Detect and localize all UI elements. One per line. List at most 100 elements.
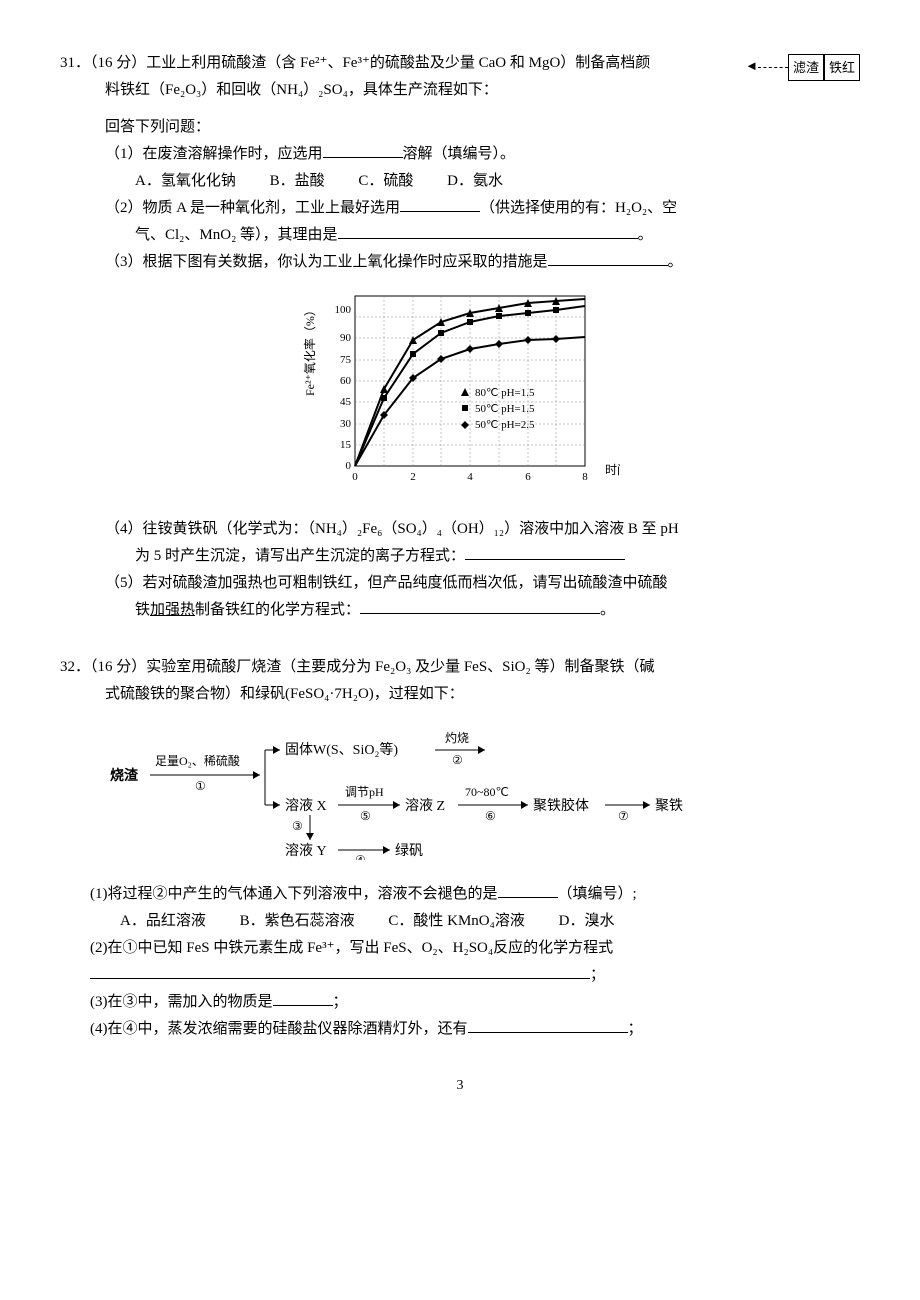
opt-d[interactable]: D．溴水 [559,908,615,935]
arrow-left-icon: ◄ [745,58,758,73]
q31-intro1: 工业上利用硫酸渣（含 Fe²⁺、Fe³⁺的硫酸盐及少量 CaO 和 MgO）制备… [146,55,650,71]
q31-part2: （2）物质 A 是一种氧化剂，工业上最好选用 （供选择使用的有：H₂O₂、空 [60,195,860,222]
q32-intro2: 式硫酸铁的聚合物）和绿矾(FeSO₄·7H₂O)，过程如下： [60,681,860,708]
q32-part2: (2)在①中已知 FeS 中铁元素生成 Fe³⁺，写出 FeS、O₂、H₂SO₄… [60,935,860,962]
opt-a[interactable]: A．氢氧化化钠 [135,168,236,195]
svg-text:45: 45 [340,396,352,408]
q31-part4-line1: （4）往铵黄铁矾（化学式为：（NH₄）₂Fe₆（SO₄）₄（OH）₁₂）溶液中加… [60,516,860,543]
svg-text:4: 4 [467,471,473,483]
q32-p2a: (2)在①中已知 FeS 中铁元素生成 Fe³⁺，写出 FeS、O₂、H₂SO₄… [90,940,613,956]
svg-text:烧渣: 烧渣 [110,767,139,784]
svg-text:75: 75 [340,354,352,366]
svg-text:90: 90 [340,332,352,344]
q31-part1: （1）在废渣溶解操作时，应选用 溶解（填编号）。 [60,141,860,168]
q32-p4a: (4)在④中，蒸发浓缩需要的硅酸盐仪器除酒精灯外，还有 [90,1021,468,1037]
q31-part3: （3）根据下图有关数据，你认为工业上氧化操作时应采取的措施是 。 [60,249,860,276]
blank-input[interactable] [90,978,590,979]
svg-text:80℃ pH=1.5: 80℃ pH=1.5 [475,387,535,399]
q31-part4-line2: 为 5 时产生沉淀，请写出产生沉淀的离子方程式： [60,543,860,570]
svg-text:70~80℃: 70~80℃ [465,785,509,799]
q31-p1-text: （1）在废渣溶解操作时，应选用 [105,146,323,162]
q31-intro2: 料铁红（Fe₂O₃）和回收（NH₄）₂SO₄，具体生产流程如下： [60,77,860,104]
svg-text:50℃ pH=2.5: 50℃ pH=2.5 [475,419,535,431]
q31-part5-line1: （5）若对硫酸渣加强热也可粗制铁红，但产品纯度低而档次低，请写出硫酸渣中硫酸 [60,570,860,597]
semi: ； [333,994,348,1010]
semi: ； [590,967,605,983]
blank-input[interactable] [338,238,638,239]
blank-input[interactable] [498,897,558,898]
period: 。 [600,602,615,618]
svg-text:2: 2 [410,471,416,483]
blank-input[interactable] [548,265,668,266]
q31-points: （16 分） [90,55,146,71]
svg-text:0: 0 [352,471,358,483]
svg-text:③: ③ [292,819,303,833]
q32-header: 32．（16 分）实验室用硫酸厂烧渣（主要成分为 Fe₂O₃ 及少量 FeS、S… [60,654,860,681]
q32-part3: (3)在③中，需加入的物质是 ； [60,989,860,1016]
q32-part1: (1)将过程②中产生的气体通入下列溶液中，溶液不会褪色的是 （填编号）; [60,881,860,908]
svg-text:聚铁: 聚铁 [655,798,683,814]
svg-text:Fe²⁺氧化率（%）: Fe²⁺氧化率（%） [302,304,317,396]
svg-text:调节pH: 调节pH [345,785,384,799]
box-residue: 滤渣 [788,54,824,81]
opt-b[interactable]: B．紫色石蕊溶液 [240,908,355,935]
opt-b[interactable]: B．盐酸 [270,168,325,195]
svg-text:固体W(S、SiO₂等): 固体W(S、SiO₂等) [285,741,398,758]
blank-input[interactable] [273,1005,333,1006]
q32-points: （16 分） [90,659,146,675]
q32-p1a: (1)将过程②中产生的气体通入下列溶液中，溶液不会褪色的是 [90,886,498,902]
q32-part4: (4)在④中，蒸发浓缩需要的硅酸盐仪器除酒精灯外，还有 ； [60,1016,860,1043]
svg-text:6: 6 [525,471,531,483]
svg-text:①: ① [195,779,206,793]
svg-text:聚铁胶体: 聚铁胶体 [533,797,589,814]
q31-p2a: （2）物质 A 是一种氧化剂，工业上最好选用 [105,200,400,216]
opt-c[interactable]: C．酸性 KMnO₄溶液 [388,908,525,935]
period: 。 [638,227,653,243]
q32-p1-options: A．品红溶液 B．紫色石蕊溶液 C．酸性 KMnO₄溶液 D．溴水 [60,908,860,935]
svg-text:溶液 Z: 溶液 Z [405,798,445,814]
q31-number: 31． [60,55,90,71]
blank-input[interactable] [400,211,480,212]
page-number: 3 [60,1073,860,1098]
svg-text:100: 100 [335,304,352,316]
q31-prompt: 回答下列问题： [60,114,860,141]
opt-d[interactable]: D．氨水 [447,168,503,195]
blank-input[interactable] [465,559,625,560]
svg-text:8: 8 [582,471,588,483]
svg-text:0: 0 [346,460,352,472]
q31-p5d: 制备铁红的化学方程式： [195,602,360,618]
svg-text:30: 30 [340,418,352,430]
svg-text:灼烧: 灼烧 [445,730,469,745]
svg-text:⑦: ⑦ [618,809,629,823]
q32-flowchart: 烧渣 足量O₂、稀硫酸 ① 固体W(S、SiO₂等) 灼烧 ② 溶液 X 调节p… [60,720,860,869]
q31-p2b: （供选择使用的有：H₂O₂、空 [480,200,677,216]
flow-snippet: 铁红 ◄ 滤渣 [745,54,860,81]
blank-input[interactable] [360,613,600,614]
q32-p1b: （填编号）; [558,886,637,902]
q31-p4b: 为 5 时产生沉淀，请写出产生沉淀的离子方程式： [135,548,465,564]
q32-p3a: (3)在③中，需加入的物质是 [90,994,273,1010]
opt-c[interactable]: C．硫酸 [358,168,413,195]
opt-a[interactable]: A．品红溶液 [120,908,206,935]
q31-p2c: 气、Cl₂、MnO₂ 等），其理由是 [135,227,338,243]
svg-text:溶液 X: 溶液 X [285,798,327,814]
semi: ； [628,1021,643,1037]
q32-intro1: 实验室用硫酸厂烧渣（主要成分为 Fe₂O₃ 及少量 FeS、SiO₂ 等）制备聚… [146,659,654,675]
period: 。 [668,254,683,270]
q31-part5-line2: 铁加强热制备铁红的化学方程式：。 [60,597,860,624]
blank-input[interactable] [323,157,403,158]
q32-part2-blank: ； [60,962,860,989]
svg-text:绿矾: 绿矾 [395,843,423,859]
q32-number: 32． [60,659,90,675]
q31-p1-tail: 溶解（填编号）。 [403,146,516,162]
q31-p3: （3）根据下图有关数据，你认为工业上氧化操作时应采取的措施是 [105,254,548,270]
svg-text:④: ④ [355,853,366,860]
flowchart-svg: 烧渣 足量O₂、稀硫酸 ① 固体W(S、SiO₂等) 灼烧 ② 溶液 X 调节p… [100,720,800,860]
box-iron-red: 铁红 [824,54,860,81]
chart-svg: 80℃ pH=1.5 50℃ pH=1.5 50℃ pH=2.5 01530 4… [300,286,620,496]
blank-input[interactable] [468,1032,628,1033]
svg-text:足量O₂、稀硫酸: 足量O₂、稀硫酸 [155,753,240,768]
q31-p5b: 铁 [135,602,150,618]
svg-text:溶液 Y: 溶液 Y [285,843,327,859]
svg-text:⑥: ⑥ [485,809,496,823]
